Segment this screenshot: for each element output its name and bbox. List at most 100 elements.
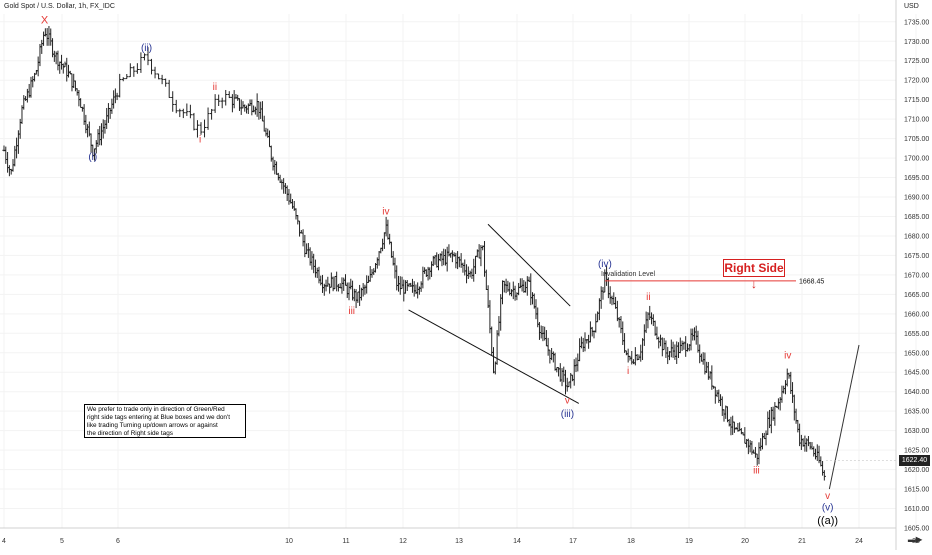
ohlc-bar [142,53,147,61]
ohlc-bar [181,108,185,119]
ohlc-bar [658,334,663,347]
ohlc-bar [790,382,795,403]
ohlc-bar [356,291,360,303]
ohlc-bar [597,298,601,321]
ohlc-bar [358,284,362,306]
currency-label: USD [904,3,919,10]
ohlc-bar [421,266,425,289]
ohlc-bar [250,99,254,116]
ohlc-bar [792,394,796,421]
y-tick-label: 1725.00 [904,58,929,65]
ohlc-bar [333,275,337,290]
ohlc-bar [285,185,289,201]
ohlc-bar [239,99,243,115]
ohlc-bar [562,366,566,383]
ohlc-bar [808,441,812,450]
wave-label: (ii) [141,43,152,54]
ohlc-bar [213,94,217,113]
ohlc-bar [442,248,446,266]
ohlc-bar [209,108,214,120]
ohlc-bar [773,402,777,426]
ohlc-bar [59,54,64,70]
ohlc-bar [171,91,175,112]
ohlc-bar [320,274,325,293]
ohlc-bar [40,39,44,54]
y-tick-label: 1670.00 [904,272,929,279]
ohlc-bar [613,296,618,309]
ohlc-bar [669,339,673,358]
ohlc-bar [517,282,521,296]
ohlc-bar [640,338,645,361]
chart-title: Gold Spot / U.S. Dollar, 1h, FX_IDC [4,3,115,10]
ohlc-bar [289,193,293,204]
ohlc-bar [217,94,221,106]
y-tick-label: 1640.00 [904,389,929,396]
ohlc-bar [365,275,369,294]
ohlc-bar [534,299,538,320]
y-tick-label: 1695.00 [904,175,929,182]
ohlc-bar [340,277,344,294]
ohlc-bar [484,269,488,291]
ohlc-bar [11,159,15,172]
ohlc-bar [500,280,505,305]
wave-label: ((a)) [817,515,838,527]
ohlc-bar [499,294,503,331]
ohlc-bar [608,286,612,304]
ohlc-bar [58,61,62,74]
ohlc-bar [445,246,449,272]
ohlc-bar [583,332,587,352]
ohlc-bar [125,74,129,80]
ohlc-bar [739,428,743,435]
ohlc-bar [691,328,695,341]
ohlc-bar [241,101,245,109]
ohlc-bar [464,264,469,284]
ohlc-bar [108,107,112,119]
ohlc-bar [555,367,559,373]
right-side-tag: Right Side ↓ [723,259,785,291]
x-tick-label: 21 [798,538,806,545]
ohlc-bar [513,285,517,301]
ohlc-bar [537,322,542,340]
ohlc-bar [468,270,472,278]
x-tick-label: 20 [741,538,749,545]
ohlc-bar [326,276,330,287]
x-tick-label: 19 [685,538,693,545]
ohlc-bar [192,112,196,131]
ohlc-bar [89,133,93,153]
ohlc-bar [65,57,69,82]
ohlc-bar [185,103,189,116]
y-tick-label: 1625.00 [904,448,929,455]
ohlc-bar [347,282,351,301]
trading-note-box: We prefer to trade only in direction of … [84,404,246,438]
ohlc-bar [386,219,390,240]
ohlc-bar [433,255,437,265]
ohlc-bar [594,313,598,333]
ohlc-bar [782,385,786,394]
x-tick-label: 14 [513,538,521,545]
ohlc-bar [274,161,279,175]
wave-label: i [199,135,201,146]
y-tick-label: 1665.00 [904,292,929,299]
wave-label: v [565,395,570,406]
wave-label: (iv) [598,259,612,270]
ohlc-bar [450,250,454,263]
ohlc-bar [164,78,168,87]
ohlc-bar [294,208,298,220]
y-tick-label: 1715.00 [904,97,929,104]
ohlc-bar [45,28,49,46]
ohlc-bar [428,267,432,280]
ohlc-bar [457,256,461,268]
ohlc-bar [99,123,104,146]
ohlc-bar [570,374,575,382]
ohlc-bar [280,179,284,190]
ohlc-bar [502,280,506,293]
x-tick-label: 11 [342,538,349,545]
ohlc-bar [31,76,35,88]
ohlc-bar [43,28,47,37]
y-tick-label: 1635.00 [904,409,929,416]
ohlc-bar [310,251,314,270]
ohlc-bar [105,107,109,129]
ohlc-bar [80,106,84,112]
ohlc-bar [349,278,353,290]
